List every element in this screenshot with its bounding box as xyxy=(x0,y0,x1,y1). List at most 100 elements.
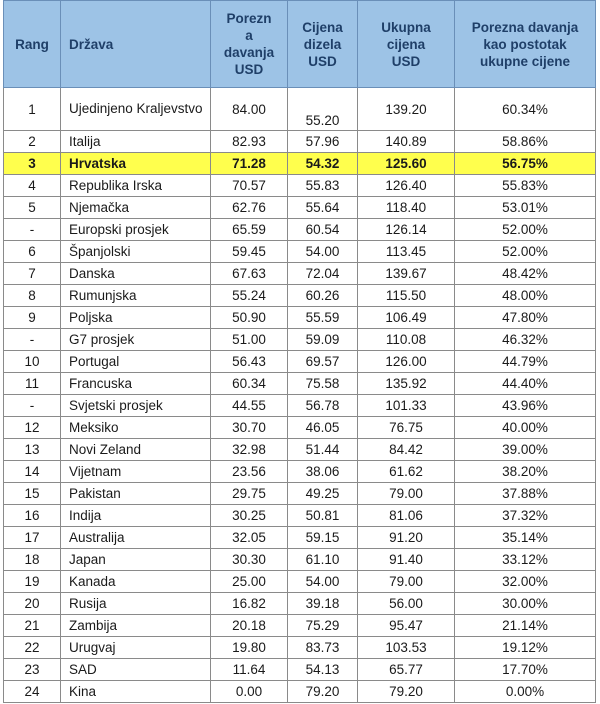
total-cell: 106.49 xyxy=(357,306,455,329)
country-cell: Zambija xyxy=(60,614,211,637)
total-cell: 91.20 xyxy=(357,526,455,549)
total-cell: 118.40 xyxy=(357,196,455,219)
header-total-line: USD xyxy=(391,53,421,69)
diesel-cell: 69.57 xyxy=(287,350,358,373)
diesel-cell: 54.00 xyxy=(287,240,358,263)
rank-cell: 6 xyxy=(3,240,61,263)
percent-cell: 52.00% xyxy=(454,240,596,263)
tax-cell: 44.55 xyxy=(210,394,288,417)
total-cell: 115.50 xyxy=(357,284,455,307)
header-tax: Porezn a davanja USD xyxy=(210,0,288,88)
header-total-line: Ukupna xyxy=(381,19,431,35)
diesel-cell: 51.44 xyxy=(287,438,358,461)
tax-cell: 65.59 xyxy=(210,218,288,241)
table-row: 5 Njemačka 62.76 55.64 118.40 53.01% xyxy=(3,196,596,219)
table-row: - Europski prosjek 65.59 60.54 126.14 52.00% xyxy=(3,218,596,241)
table-row: 19 Kanada 25.00 54.00 79.00 32.00% xyxy=(3,570,596,593)
tax-cell: 16.82 xyxy=(210,592,288,615)
total-cell: 101.33 xyxy=(357,394,455,417)
rank-cell: - xyxy=(3,218,61,241)
country-cell: Australija xyxy=(60,526,211,549)
total-cell: 65.77 xyxy=(357,658,455,681)
tax-cell: 20.18 xyxy=(210,614,288,637)
header-total: Ukupna cijena USD xyxy=(357,0,455,88)
percent-cell: 0.00% xyxy=(454,680,596,703)
diesel-cell: 59.09 xyxy=(287,328,358,351)
rank-cell: 1 xyxy=(3,87,61,131)
table-row: - Svjetski prosjek 44.55 56.78 101.33 43.96% xyxy=(3,394,596,417)
total-cell: 126.40 xyxy=(357,174,455,197)
header-diesel-line: dizela xyxy=(303,36,342,52)
fuel-tax-table-container: Rang Država Porezn a davanja USD Cijena … xyxy=(3,0,597,703)
header-row: Rang Država Porezn a davanja USD Cijena … xyxy=(3,0,596,88)
percent-cell: 48.42% xyxy=(454,262,596,285)
country-cell: Španjolski xyxy=(60,240,211,263)
rank-cell: 20 xyxy=(3,592,61,615)
table-row: 16 Indija 30.25 50.81 81.06 37.32% xyxy=(3,504,596,527)
table-row: 20 Rusija 16.82 39.18 56.00 30.00% xyxy=(3,592,596,615)
total-cell: 126.00 xyxy=(357,350,455,373)
percent-cell: 56.75% xyxy=(454,152,596,175)
country-cell: Danska xyxy=(60,262,211,285)
diesel-cell: 55.64 xyxy=(287,196,358,219)
header-diesel: Cijena dizela USD xyxy=(287,0,358,88)
country-cell: Rumunjska xyxy=(60,284,211,307)
country-cell: Meksiko xyxy=(60,416,211,439)
percent-cell: 46.32% xyxy=(454,328,596,351)
tax-cell: 50.90 xyxy=(210,306,288,329)
total-cell: 79.00 xyxy=(357,570,455,593)
country-cell: Novi Zeland xyxy=(60,438,211,461)
table-row: 1 Ujedinjeno Kraljevstvo 84.00 55.20 139.20 6… xyxy=(3,87,596,131)
table-row: 24 Kina 0.00 79.20 79.20 0.00% xyxy=(3,680,596,703)
table-row: 10 Portugal 56.43 69.57 126.00 44.79% xyxy=(3,350,596,373)
diesel-cell: 61.10 xyxy=(287,548,358,571)
total-cell: 79.00 xyxy=(357,482,455,505)
diesel-cell: 38.06 xyxy=(287,460,358,483)
total-cell: 140.89 xyxy=(357,130,455,153)
diesel-cell: 60.26 xyxy=(287,284,358,307)
percent-cell: 38.20% xyxy=(454,460,596,483)
rank-cell: 5 xyxy=(3,196,61,219)
country-cell: Europski prosjek xyxy=(60,218,211,241)
country-cell: Hrvatska xyxy=(60,152,211,175)
table-row: 23 SAD 11.64 54.13 65.77 17.70% xyxy=(3,658,596,681)
tax-cell: 51.00 xyxy=(210,328,288,351)
percent-cell: 30.00% xyxy=(454,592,596,615)
percent-cell: 35.14% xyxy=(454,526,596,549)
diesel-cell: 39.18 xyxy=(287,592,358,615)
total-cell: 110.08 xyxy=(357,328,455,351)
percent-cell: 52.00% xyxy=(454,218,596,241)
rank-cell: 10 xyxy=(3,350,61,373)
diesel-cell: 72.04 xyxy=(287,262,358,285)
tax-cell: 82.93 xyxy=(210,130,288,153)
table-row: 7 Danska 67.63 72.04 139.67 48.42% xyxy=(3,262,596,285)
tax-cell: 55.24 xyxy=(210,284,288,307)
rank-cell: 19 xyxy=(3,570,61,593)
percent-cell: 17.70% xyxy=(454,658,596,681)
diesel-cell: 57.96 xyxy=(287,130,358,153)
rank-cell: 15 xyxy=(3,482,61,505)
country-cell: Rusija xyxy=(60,592,211,615)
total-cell: 76.75 xyxy=(357,416,455,439)
percent-cell: 43.96% xyxy=(454,394,596,417)
country-cell: Pakistan xyxy=(60,482,211,505)
country-cell: Italija xyxy=(60,130,211,153)
table-row: 15 Pakistan 29.75 49.25 79.00 37.88% xyxy=(3,482,596,505)
rank-cell: 7 xyxy=(3,262,61,285)
percent-cell: 32.00% xyxy=(454,570,596,593)
diesel-cell: 75.29 xyxy=(287,614,358,637)
header-tax-line: a xyxy=(245,28,253,43)
rank-cell: 4 xyxy=(3,174,61,197)
tax-cell: 30.25 xyxy=(210,504,288,527)
diesel-cell: 50.81 xyxy=(287,504,358,527)
percent-cell: 60.34% xyxy=(454,87,596,131)
percent-cell: 53.01% xyxy=(454,196,596,219)
table-row: 4 Republika Irska 70.57 55.83 126.40 55.83% xyxy=(3,174,596,197)
country-cell: Japan xyxy=(60,548,211,571)
tax-cell: 19.80 xyxy=(210,636,288,659)
rank-cell: 3 xyxy=(3,152,61,175)
table-row: 18 Japan 30.30 61.10 91.40 33.12% xyxy=(3,548,596,571)
country-cell: Poljska xyxy=(60,306,211,329)
header-total-line: cijena xyxy=(386,36,426,52)
table-row: 13 Novi Zeland 32.98 51.44 84.42 39.00% xyxy=(3,438,596,461)
